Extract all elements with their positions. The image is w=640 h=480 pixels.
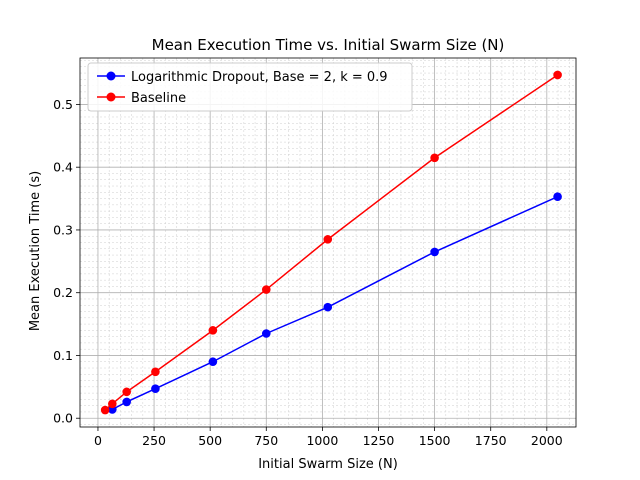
legend-box: [87, 62, 413, 112]
x-tick-label: 1500: [419, 433, 451, 448]
data-point-series-1: [100, 405, 110, 415]
x-tick-label: 250: [142, 433, 166, 448]
data-point-series-1: [122, 387, 131, 397]
legend-marker-baseline: [106, 92, 116, 102]
x-tick-label: 1250: [363, 433, 395, 448]
axis-ticks: 0 250 500 750 1000 1250 1500 1750 2000 0.0 0.1 0.2 0…: [53, 97, 563, 448]
legend-label-baseline: Baseline: [131, 91, 186, 106]
data-point-series-0: [208, 357, 218, 367]
x-tick-label: 2000: [531, 433, 563, 448]
data-point-series-0: [430, 247, 439, 257]
x-tick-label: 500: [198, 433, 222, 448]
y-axis-label: Mean Execution Time (s): [28, 171, 43, 331]
series-layer: [100, 70, 562, 415]
legend: Logarithmic Dropout, Base = 2, k = 0.9 B…: [87, 62, 413, 112]
legend-marker-logarithmic-dropout: [106, 71, 116, 81]
data-point-series-0: [151, 384, 160, 394]
y-tick-label: 0.1: [53, 348, 73, 363]
y-tick-label: 0.4: [53, 160, 73, 175]
y-tick-label: 0.5: [53, 97, 73, 112]
y-tick-label: 0.2: [53, 285, 73, 300]
x-axis-label: Initial Swarm Size (N): [258, 457, 398, 472]
chart-title: Mean Execution Time vs. Initial Swarm Si…: [152, 36, 505, 54]
data-point-series-0: [323, 302, 333, 312]
x-tick-label: 1000: [306, 433, 338, 448]
legend-label-logarithmic-dropout: Logarithmic Dropout, Base = 2, k = 0.9: [131, 70, 388, 85]
data-point-series-1: [323, 235, 333, 244]
data-point-series-1: [261, 285, 271, 294]
x-tick-label: 750: [254, 433, 278, 448]
data-point-series-1: [151, 367, 160, 377]
data-point-series-0: [261, 329, 271, 338]
data-point-series-0: [553, 192, 562, 201]
data-point-series-1: [553, 70, 562, 80]
data-point-series-1: [208, 326, 218, 335]
x-tick-label: 1750: [475, 433, 507, 448]
y-tick-label: 0.0: [53, 411, 73, 426]
x-tick-label: 0: [94, 433, 102, 448]
series-line-0: [111, 196, 558, 411]
y-tick-label: 0.3: [53, 222, 73, 237]
data-point-series-1: [108, 399, 117, 409]
data-point-series-1: [430, 153, 439, 163]
data-point-series-0: [122, 397, 131, 407]
minor-grid: [80, 58, 576, 427]
plot-frame: [79, 57, 577, 428]
